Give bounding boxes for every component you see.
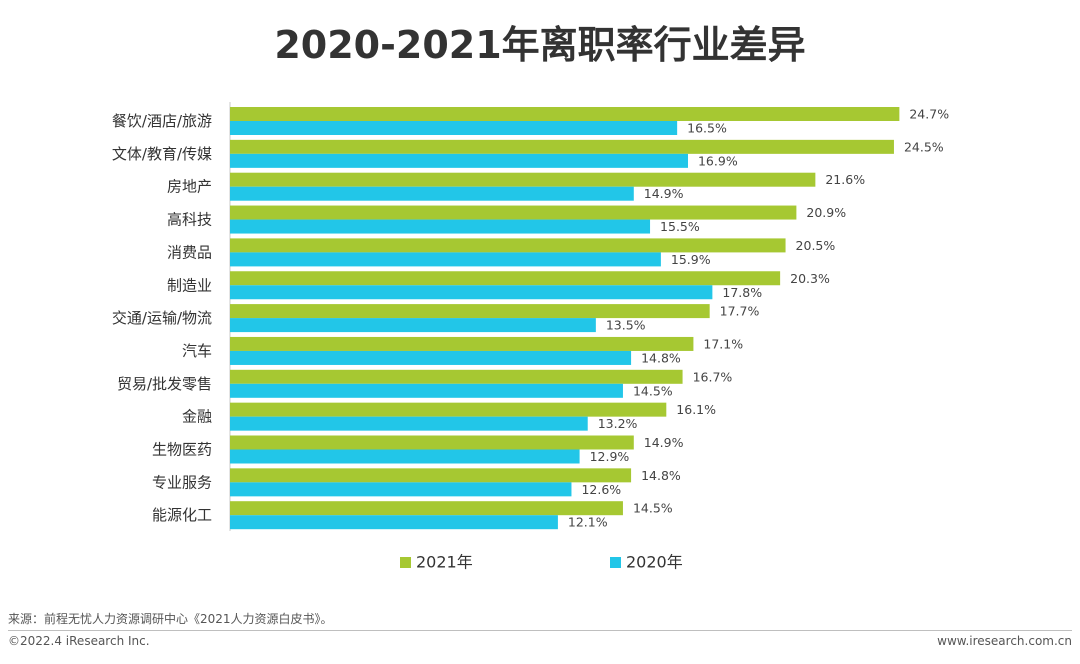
copyright-text: ©2022.4 iResearch Inc.: [8, 634, 150, 648]
bar-2020: [230, 515, 558, 530]
bar-2020: [230, 252, 661, 267]
category-label: 文体/教育/传媒: [112, 145, 212, 163]
data-label: 14.5%: [633, 383, 673, 398]
data-label: 12.9%: [590, 449, 630, 464]
bar-2021: [230, 468, 632, 483]
data-label: 15.9%: [671, 252, 711, 267]
bar-2020: [230, 219, 651, 234]
bar-2021: [230, 435, 634, 450]
footer-divider: [8, 630, 1072, 631]
bar-2020: [230, 416, 588, 431]
category-label: 交通/运输/物流: [112, 309, 212, 327]
bar-2021: [230, 139, 894, 154]
bar-2021: [230, 501, 623, 516]
data-label: 20.9%: [806, 205, 846, 220]
bar-2021: [230, 205, 797, 220]
data-label: 20.3%: [790, 271, 830, 286]
data-label: 13.2%: [598, 416, 638, 431]
bar-2020: [230, 482, 572, 497]
bar-2021: [230, 336, 694, 351]
category-label: 生物医药: [152, 441, 212, 459]
data-label: 15.5%: [660, 219, 700, 234]
category-label: 专业服务: [152, 473, 212, 491]
data-label: 14.8%: [641, 350, 681, 365]
legend-swatch-2021: [400, 557, 411, 568]
data-label: 16.9%: [698, 153, 738, 168]
website-text: www.iresearch.com.cn: [937, 634, 1072, 648]
bar-chart: 餐饮/酒店/旅游 24.7% 16.5% 文体/教育/传媒 24.5% 16.9% 房地产 2…: [112, 102, 949, 572]
bar-2021: [230, 172, 816, 187]
category-label: 制造业: [167, 276, 212, 294]
bar-2021: [230, 238, 786, 253]
data-label: 13.5%: [606, 318, 646, 333]
category-label: 汽车: [182, 342, 212, 360]
bar-2021: [230, 107, 900, 121]
data-label: 14.5%: [633, 501, 673, 516]
data-label: 12.1%: [568, 515, 608, 530]
category-label: 房地产: [167, 178, 212, 196]
legend-label-2021: 2021年: [416, 553, 473, 572]
data-label: 16.7%: [693, 369, 733, 384]
bar-2020: [230, 186, 634, 201]
bar-2020: [230, 449, 580, 464]
bar-2021: [230, 369, 683, 384]
data-label: 21.6%: [825, 172, 865, 187]
category-label: 金融: [182, 408, 212, 426]
bar-2020: [230, 121, 678, 135]
data-label: 12.6%: [581, 482, 621, 497]
bar-2021: [230, 304, 710, 319]
category-label: 餐饮/酒店/旅游: [112, 112, 212, 130]
data-label: 24.5%: [904, 139, 944, 154]
data-label: 24.7%: [909, 107, 949, 122]
category-label: 消费品: [167, 243, 212, 261]
bar-2020: [230, 350, 632, 365]
chart-title: 2020-2021年离职率行业差异: [274, 23, 806, 67]
data-label: 14.9%: [644, 435, 684, 450]
bar-2021: [230, 271, 781, 286]
bar-2020: [230, 153, 688, 168]
source-note: 来源：前程无忧人力资源调研中心《2021人力资源白皮书》。: [8, 612, 333, 626]
data-label: 20.5%: [796, 238, 836, 253]
bar-2020: [230, 285, 713, 300]
data-label: 16.1%: [676, 402, 716, 417]
data-label: 16.5%: [687, 121, 727, 136]
legend-swatch-2020: [610, 557, 621, 568]
legend-label-2020: 2020年: [626, 553, 683, 572]
bar-2021: [230, 402, 667, 417]
data-label: 14.9%: [644, 186, 684, 201]
category-label: 高科技: [167, 211, 212, 229]
category-label: 贸易/批发零售: [117, 375, 212, 393]
data-label: 17.1%: [703, 336, 743, 351]
data-label: 14.8%: [641, 468, 681, 483]
category-label: 能源化工: [152, 506, 212, 524]
bar-2020: [230, 383, 623, 398]
bar-2020: [230, 318, 596, 333]
data-label: 17.7%: [720, 304, 760, 319]
data-label: 17.8%: [722, 285, 762, 300]
